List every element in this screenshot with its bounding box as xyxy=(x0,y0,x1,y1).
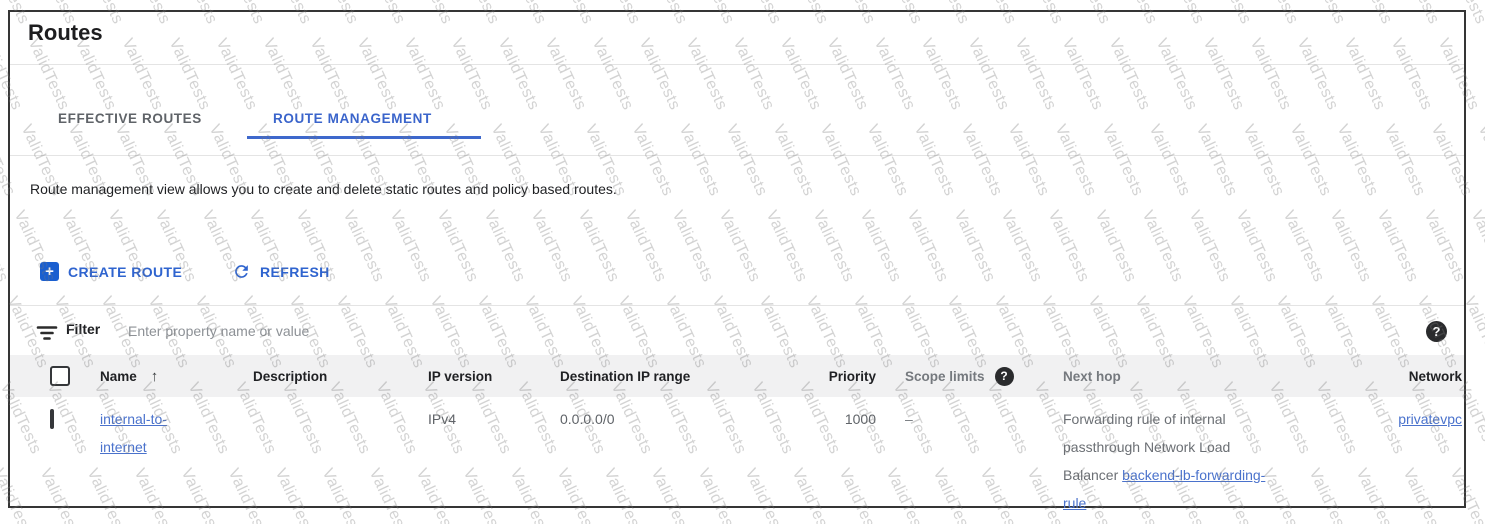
plus-icon: + xyxy=(40,262,59,281)
column-header-priority[interactable]: Priority xyxy=(828,368,876,384)
cell-destination-ip-range: 0.0.0.0/0 xyxy=(560,411,615,427)
cell-network: privatevpc xyxy=(1340,405,1464,433)
column-header-name[interactable]: Name ↑ xyxy=(100,367,159,385)
tab-route-management[interactable]: ROUTE MANAGEMENT xyxy=(273,111,432,126)
route-management-description: Route management view allows you to crea… xyxy=(30,181,617,197)
cell-name: internal-to-internet xyxy=(90,405,245,461)
create-route-label: CREATE ROUTE xyxy=(68,263,183,280)
refresh-icon xyxy=(232,262,251,281)
routes-panel: Routes EFFECTIVE ROUTES ROUTE MANAGEMENT… xyxy=(8,10,1466,511)
sort-ascending-icon: ↑ xyxy=(150,367,159,385)
select-all-checkbox[interactable] xyxy=(50,366,70,386)
active-tab-underline xyxy=(247,136,481,139)
row-checkbox-cell xyxy=(10,405,90,433)
column-header-network[interactable]: Network xyxy=(1408,368,1462,384)
refresh-button[interactable]: REFRESH xyxy=(232,262,330,281)
table-header-row: Name ↑ Description IP version Destinatio… xyxy=(10,355,1464,397)
column-header-destination-ip-range[interactable]: Destination IP range xyxy=(560,368,691,384)
header-checkbox-cell xyxy=(10,366,90,386)
cell-next-hop: Forwarding rule of internal passthrough … xyxy=(1050,405,1340,517)
route-name-link[interactable]: internal-to-internet xyxy=(100,411,167,455)
cell-scope-limits: – xyxy=(905,411,913,427)
column-header-scope-limits[interactable]: Scope limits ? xyxy=(880,366,1050,386)
network-link[interactable]: privatevpc xyxy=(1398,411,1462,427)
filter-label: Filter xyxy=(66,321,101,337)
filter-input[interactable] xyxy=(126,316,630,346)
scope-limits-help-icon[interactable]: ? xyxy=(994,366,1014,386)
filter-help-icon[interactable]: ? xyxy=(1426,321,1447,342)
next-hop-forwarding-rule-link[interactable]: backend-lb-forwarding-rule xyxy=(1063,467,1266,511)
create-route-button[interactable]: + CREATE ROUTE xyxy=(40,262,182,281)
tab-effective-routes[interactable]: EFFECTIVE ROUTES xyxy=(58,111,202,126)
cell-ip-version: IPv4 xyxy=(428,411,457,427)
cell-priority: 1000 xyxy=(844,411,876,427)
column-header-ip-version[interactable]: IP version xyxy=(428,368,493,384)
row-checkbox[interactable] xyxy=(50,409,54,429)
table-row: internal-to-internet IPv4 0.0.0.0/0 1000… xyxy=(10,397,1464,517)
divider xyxy=(10,64,1464,65)
refresh-label: REFRESH xyxy=(260,263,330,280)
page-title: Routes xyxy=(28,20,103,45)
filter-icon xyxy=(36,325,58,346)
column-header-description[interactable]: Description xyxy=(253,368,328,384)
divider xyxy=(10,155,1464,156)
next-hop-text: Forwarding rule of internal passthrough … xyxy=(1063,411,1231,483)
divider xyxy=(10,305,1464,306)
column-header-next-hop[interactable]: Next hop xyxy=(1063,368,1121,384)
